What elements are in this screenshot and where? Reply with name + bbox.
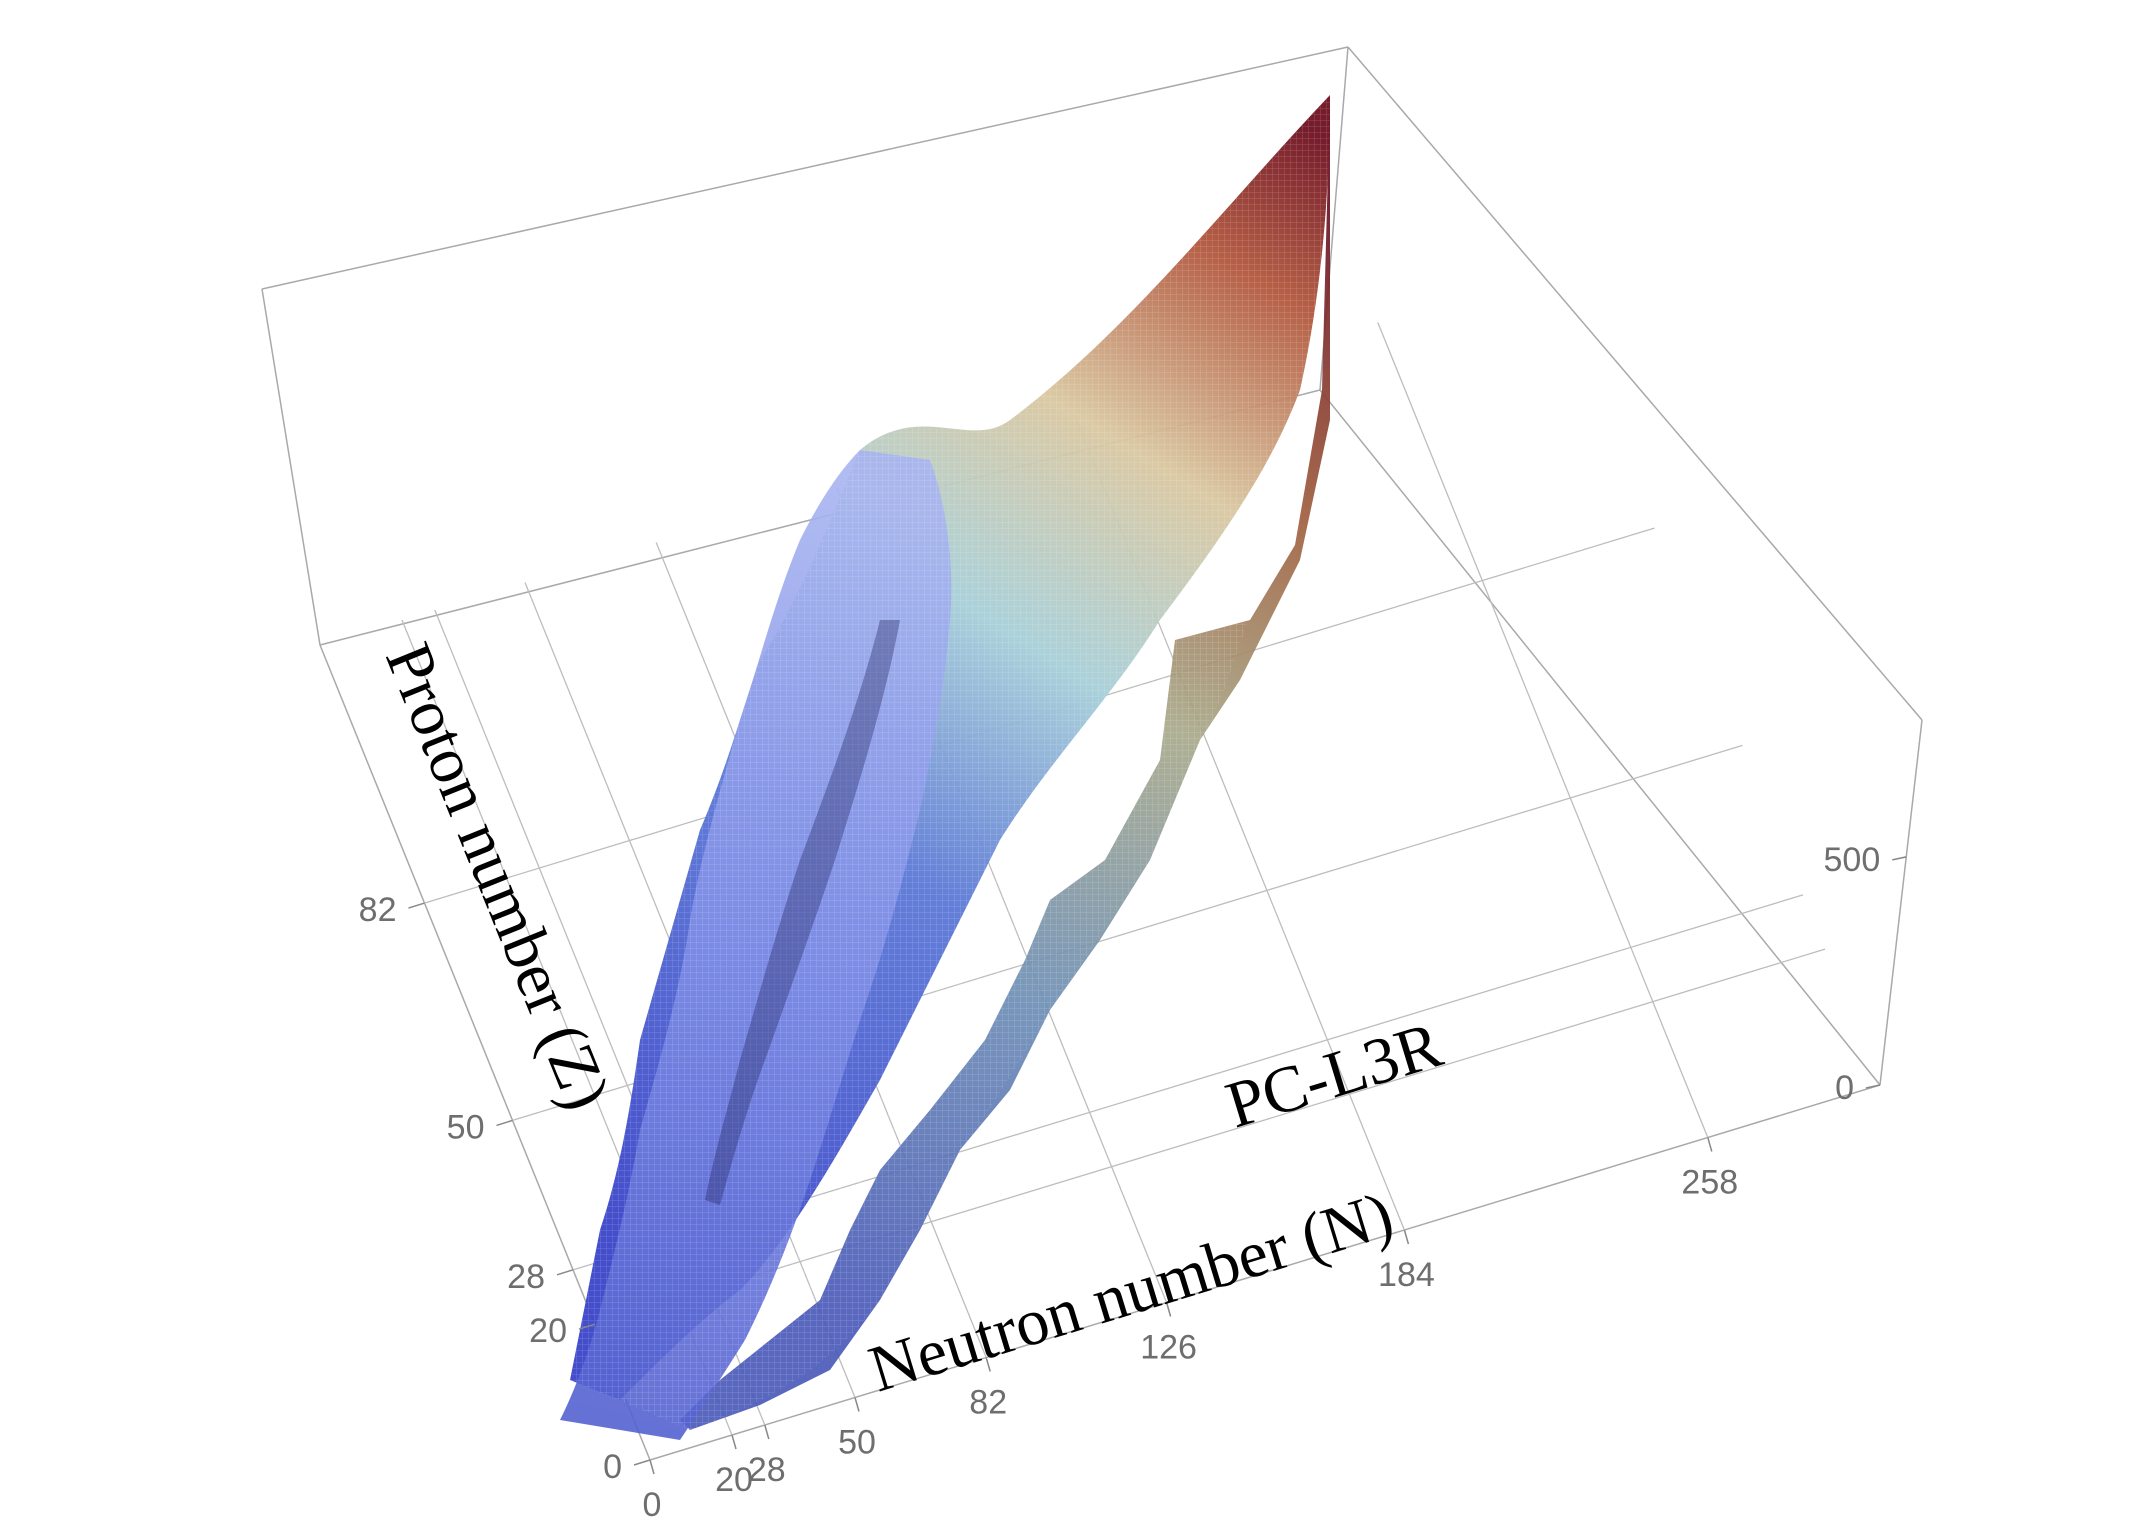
chart-title: PC-L3R <box>1218 1008 1450 1142</box>
surface-bars <box>560 95 1330 1440</box>
x-tick-mark-1 <box>731 1434 737 1450</box>
x-tick-label-3: 50 <box>838 1424 876 1462</box>
y-tick-label-3: 50 <box>447 1108 485 1146</box>
x-tick-label-2: 28 <box>748 1451 786 1489</box>
y-tick-mark-0 <box>633 1459 651 1466</box>
x-tick-label-5: 126 <box>1140 1329 1197 1367</box>
x-tick-label-7: 258 <box>1681 1164 1738 1202</box>
x-tick-mark-5 <box>1165 1302 1172 1317</box>
y-tick-mark-1 <box>578 1323 596 1330</box>
x-tick-mark-2 <box>764 1424 770 1440</box>
z-axis-ticks: 0 500 <box>1824 841 1907 1107</box>
box-edge-right-vertical <box>1879 719 1923 1086</box>
x-axis-title: Neutron number (N) <box>861 1178 1401 1406</box>
y-tick-label-0: 0 <box>603 1448 622 1486</box>
z-tick-mark-1 <box>1892 856 1907 861</box>
surface-texture <box>570 95 1330 1430</box>
y-tick-label-4: 82 <box>359 891 397 929</box>
y-axis-ticks: 0 20 28 50 82 <box>359 891 651 1486</box>
x-tick-mark-7 <box>1707 1137 1713 1152</box>
y-tick-mark-3 <box>496 1119 513 1127</box>
x-tick-label-1: 20 <box>715 1461 753 1499</box>
box-edge-floor-right <box>1319 389 1881 1086</box>
x-tick-mark-3 <box>854 1397 860 1412</box>
box-edge-back-right-top <box>1347 46 1923 721</box>
y-tick-label-2: 28 <box>507 1258 545 1296</box>
z-tick-label-0: 0 <box>1835 1069 1854 1107</box>
y-tick-label-1: 20 <box>529 1312 567 1350</box>
surface-dark-band <box>705 620 900 1205</box>
x-tick-mark-0 <box>649 1459 655 1475</box>
z-tick-mark-0 <box>1865 1084 1881 1089</box>
y-tick-mark-4 <box>408 902 425 909</box>
x-tick-label-4: 82 <box>969 1384 1007 1422</box>
box-edge-left-vertical <box>261 288 321 646</box>
x-tick-mark-6 <box>1403 1229 1410 1245</box>
x-tick-label-0: 0 <box>643 1486 662 1524</box>
x-tick-label-6: 184 <box>1378 1256 1435 1294</box>
z-tick-label-1: 500 <box>1824 841 1881 879</box>
y-axis-title: Proton number (Z) <box>371 633 624 1119</box>
y-tick-mark-2 <box>556 1269 574 1276</box>
x-tick-mark-4 <box>985 1357 991 1372</box>
box-edge-back-top <box>261 46 1349 290</box>
